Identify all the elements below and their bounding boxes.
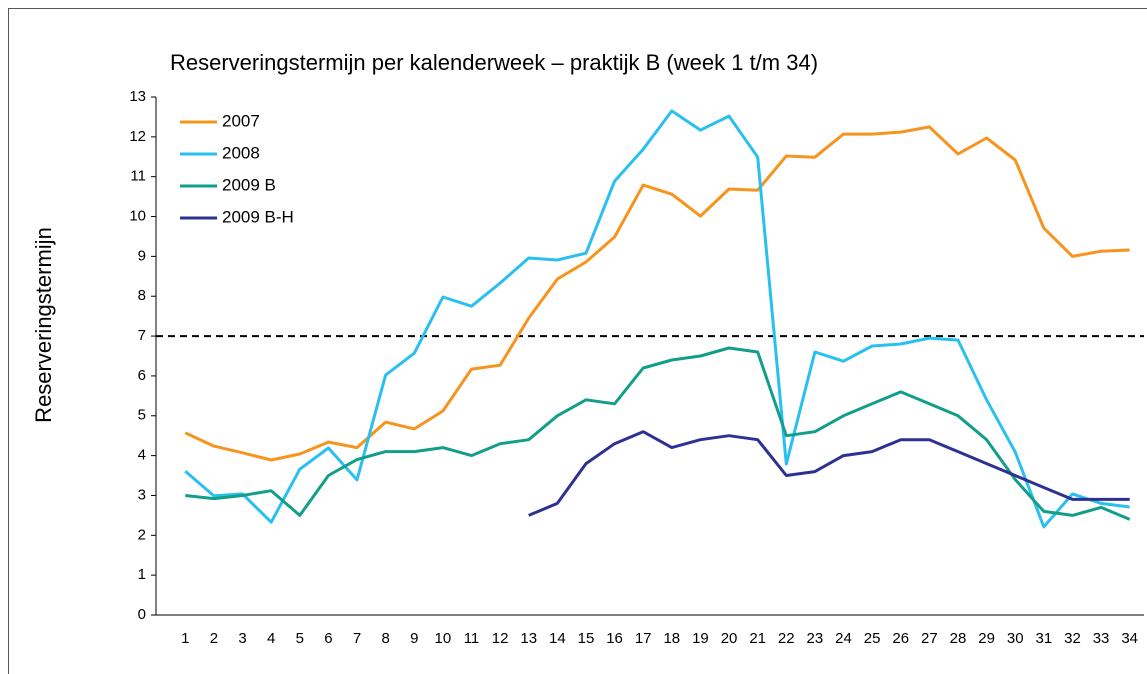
x-tick-label: 15 — [578, 630, 595, 647]
y-tick-label: 1 — [138, 566, 146, 583]
x-tick-label: 23 — [807, 630, 824, 647]
legend-label: 2009 B-H — [222, 207, 294, 226]
x-tick-label: 5 — [296, 630, 304, 647]
x-tick-label: 20 — [721, 630, 738, 647]
x-tick-label: 10 — [435, 630, 452, 647]
series-line — [185, 346, 1131, 521]
y-tick-label: 10 — [129, 208, 146, 225]
x-tick-label: 3 — [238, 630, 246, 647]
x-tick-label: 25 — [864, 630, 881, 647]
series-line — [184, 109, 1130, 529]
x-tick-label: 33 — [1093, 630, 1110, 647]
x-tick-label: 6 — [324, 630, 332, 647]
x-tick-label: 31 — [1035, 630, 1052, 647]
x-tick-label: 22 — [778, 630, 795, 647]
x-tick-label: 27 — [921, 630, 938, 647]
x-tick-label: 24 — [835, 630, 852, 647]
x-tick-label: 30 — [1007, 630, 1024, 647]
y-tick-label: 8 — [138, 287, 146, 304]
y-tick-label: 5 — [138, 407, 146, 424]
x-tick-label: 21 — [749, 630, 766, 647]
x-tick-label: 1 — [181, 630, 189, 647]
y-tick-label: 7 — [138, 327, 146, 344]
x-tick-label: 13 — [520, 630, 537, 647]
y-tick-label: 6 — [138, 367, 146, 384]
y-tick-label: 11 — [130, 168, 146, 185]
x-tick-label: 34 — [1121, 630, 1138, 647]
legend-label: 2009 B — [222, 175, 276, 194]
series-line — [184, 125, 1130, 462]
y-tick-label: 13 — [129, 88, 146, 105]
x-tick-label: 9 — [410, 630, 418, 647]
y-tick-label: 12 — [129, 128, 146, 145]
x-tick-label: 18 — [663, 630, 680, 647]
y-tick-label: 2 — [138, 526, 146, 543]
x-tick-label: 26 — [892, 630, 909, 647]
y-tick-label: 4 — [138, 447, 146, 464]
x-tick-label: 8 — [381, 630, 389, 647]
x-tick-label: 2 — [210, 630, 218, 647]
x-tick-label: 12 — [492, 630, 509, 647]
x-tick-label: 32 — [1064, 630, 1081, 647]
x-tick-label: 7 — [353, 630, 361, 647]
y-tick-label: 9 — [138, 247, 146, 264]
x-tick-label: 16 — [606, 630, 623, 647]
x-tick-label: 14 — [549, 630, 566, 647]
x-tick-label: 4 — [267, 630, 275, 647]
x-tick-label: 11 — [464, 630, 480, 647]
x-tick-label: 19 — [692, 630, 709, 647]
chart-title: Reserveringstermijn per kalenderweek – p… — [170, 50, 818, 75]
series-line — [528, 430, 1130, 517]
x-tick-label: 17 — [635, 630, 652, 647]
legend-label: 2008 — [222, 143, 260, 162]
frame — [8, 8, 1147, 674]
y-axis-label: Reserveringstermijn — [31, 227, 56, 423]
x-tick-label: 29 — [978, 630, 995, 647]
y-tick-label: 3 — [138, 486, 146, 503]
legend-label: 2007 — [222, 111, 260, 130]
y-tick-label: 0 — [138, 606, 146, 623]
x-tick-label: 28 — [950, 630, 967, 647]
